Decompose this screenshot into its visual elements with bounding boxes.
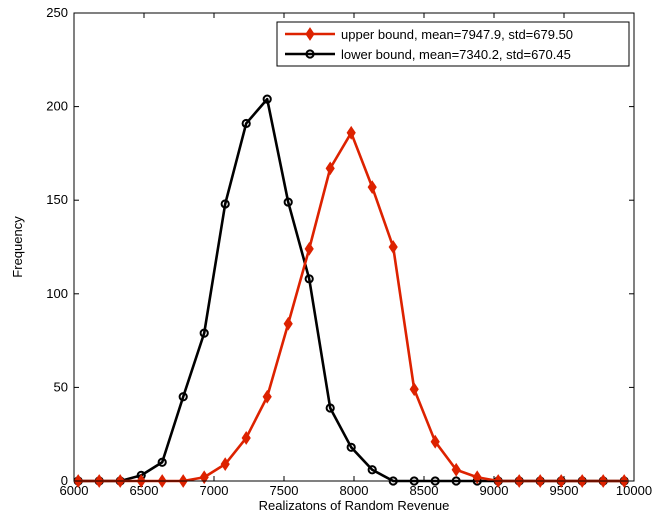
data-point xyxy=(325,403,335,413)
data-point xyxy=(262,94,272,104)
data-point xyxy=(451,462,461,477)
plot-area xyxy=(74,13,634,481)
legend-box xyxy=(276,21,630,67)
data-point xyxy=(220,199,230,209)
legend-marker-diamond xyxy=(305,27,315,41)
x-tick-label-9500: 9500 xyxy=(550,483,579,498)
data-point xyxy=(367,180,377,194)
data-point xyxy=(346,442,356,452)
data-point xyxy=(262,389,272,404)
x-tick-label-8500: 8500 xyxy=(410,483,439,498)
y-tick-label-150: 150 xyxy=(46,192,68,207)
data-point xyxy=(472,470,482,485)
data-point xyxy=(304,241,314,256)
data-point xyxy=(325,161,335,176)
data-point xyxy=(283,197,293,207)
x-tick-label-7500: 7500 xyxy=(270,483,299,498)
data-point xyxy=(241,118,251,129)
x-tick-label-8000: 8000 xyxy=(340,483,369,498)
data-point xyxy=(178,392,188,402)
y-tick-label-0: 0 xyxy=(61,473,68,488)
x-tick-label-10000: 10000 xyxy=(616,483,652,498)
y-tick-label-200: 200 xyxy=(46,99,68,114)
plot-frame xyxy=(73,12,635,482)
x-axis-label: Realizatons of Random Revenue xyxy=(259,498,450,513)
axis-ticks: 6000 6500 7000 7500 8000 8500 9000 9500 10000 0 50… xyxy=(46,5,652,498)
y-tick-label-250: 250 xyxy=(46,5,68,20)
data-point xyxy=(304,274,314,284)
data-point xyxy=(199,470,209,485)
data-point xyxy=(409,382,419,397)
legend-label-upper-bound: upper bound, mean=7947.9, std=679.50 xyxy=(341,27,573,42)
x-tick-label-6500: 6500 xyxy=(130,483,159,498)
x-tick-label-7000: 7000 xyxy=(200,483,229,498)
data-point xyxy=(283,316,293,331)
legend-item-lower-bound: lower bound, mean=7340.2, std=670.45 xyxy=(285,47,571,62)
data-point xyxy=(157,457,167,467)
x-tick-label-9000: 9000 xyxy=(480,483,509,498)
data-point xyxy=(199,328,209,338)
legend: upper bound, mean=7947.9, std=679.50 low… xyxy=(276,21,630,67)
data-point xyxy=(388,240,398,254)
x-tick-label-6000: 6000 xyxy=(60,483,89,498)
legend-item-upper-bound: upper bound, mean=7947.9, std=679.50 xyxy=(285,27,573,42)
y-tick-label-50: 50 xyxy=(54,379,68,394)
data-point xyxy=(220,457,230,472)
y-tick-label-100: 100 xyxy=(46,286,68,301)
data-point xyxy=(430,434,440,449)
data-point xyxy=(241,431,251,445)
data-point xyxy=(367,465,377,475)
data-point xyxy=(346,125,356,140)
legend-marker-circle xyxy=(305,49,315,59)
y-axis-label: Frequency xyxy=(10,216,25,278)
legend-label-lower-bound: lower bound, mean=7340.2, std=670.45 xyxy=(341,47,571,62)
